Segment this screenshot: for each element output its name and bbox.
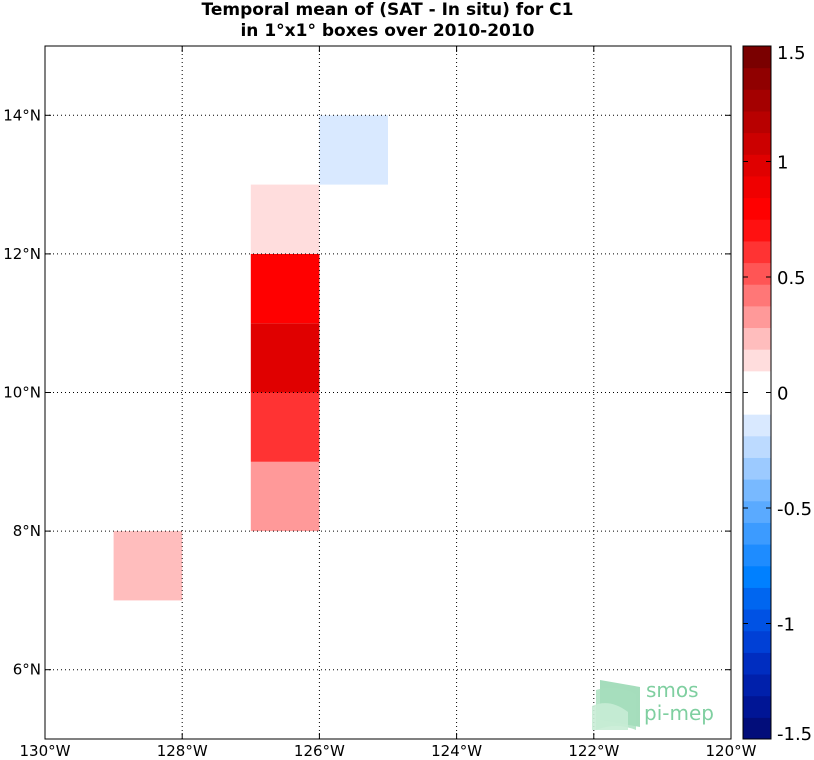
- colorbar-tick-label: 1: [777, 153, 788, 174]
- colorbar-swatch: [743, 435, 771, 458]
- colorbar-swatch: [743, 479, 771, 502]
- colorbar-swatch: [743, 197, 771, 220]
- x-tick-label: 128°W: [157, 742, 208, 760]
- heatmap-cell: [250, 184, 320, 254]
- colorbar-tick-label: -0.5: [777, 499, 812, 520]
- colorbar-swatch: [743, 414, 771, 437]
- colorbar-swatch: [743, 132, 771, 155]
- x-tick-label: 124°W: [431, 742, 482, 760]
- heatmap-cell: [250, 253, 320, 324]
- colorbar-swatch: [743, 89, 771, 112]
- colorbar-swatch: [743, 609, 771, 632]
- colorbar-swatch: [743, 630, 771, 653]
- colorbar-tick-label: -1.5: [777, 724, 812, 745]
- logo-text-smos: smos: [646, 678, 699, 702]
- colorbar-swatch: [743, 154, 771, 177]
- y-tick-label: 14°N: [3, 106, 41, 124]
- colorbar-swatch: [743, 327, 771, 350]
- colorbar-swatch: [743, 349, 771, 372]
- y-tick-label: 10°N: [3, 384, 41, 402]
- colorbar-tick-label: 0.5: [777, 268, 806, 289]
- chart-title-line-2: in 1°x1° boxes over 2010-2010: [240, 21, 535, 41]
- colorbar-swatch: [743, 67, 771, 90]
- colorbar-swatch: [743, 457, 771, 480]
- heatmap-cell: [250, 323, 320, 393]
- colorbar-swatch: [743, 565, 771, 588]
- colorbar-swatch: [743, 674, 771, 697]
- colorbar-swatch: [743, 240, 771, 264]
- x-tick-label: 122°W: [568, 742, 619, 760]
- cells-layer: [113, 115, 388, 601]
- heatmap-cell: [250, 461, 320, 532]
- smos-pi-mep-logo: smos pi-mep: [592, 678, 714, 730]
- colorbar-swatch: [743, 175, 771, 199]
- heatmap-cell: [250, 392, 320, 462]
- colorbar-swatch: [743, 544, 771, 567]
- colorbar-tick-label: 0: [777, 384, 788, 405]
- colorbar-swatch: [743, 284, 771, 307]
- chart-title-line-1: Temporal mean of (SAT - In situ) for C1: [201, 0, 574, 20]
- colorbar-swatch: [743, 219, 771, 242]
- colorbar-swatch: [743, 587, 771, 610]
- colorbar-swatch: [743, 522, 771, 545]
- heatmap-cell: [113, 531, 183, 601]
- colorbar-swatch: [743, 717, 771, 740]
- colorbar-tick-label: -1: [777, 615, 795, 636]
- colorbar-swatch: [743, 392, 771, 415]
- colorbar-swatch: [743, 262, 771, 285]
- colorbar-tick-label: 1.5: [777, 43, 806, 64]
- x-tick-label: 130°W: [20, 742, 71, 760]
- colorbar-swatch: [743, 370, 771, 393]
- colorbar-swatch: [743, 652, 771, 675]
- y-tick-label: 12°N: [3, 245, 41, 263]
- logo-waves-icon: [592, 680, 640, 730]
- colorbar-swatch: [743, 46, 771, 69]
- y-tick-label: 8°N: [13, 522, 41, 540]
- colorbar-swatch: [743, 695, 771, 718]
- logo-text-pimep: pi-mep: [644, 701, 714, 725]
- colorbar: 1.5 1 0.5 0 -0.5 -1 -1.5: [742, 43, 812, 745]
- colorbar-swatch: [743, 110, 771, 134]
- x-tick-label: 126°W: [294, 742, 345, 760]
- ticks-layer: 130°W 128°W 126°W 124°W 122°W 120°W 6°N 8°N 10°N…: [3, 46, 757, 760]
- colorbar-swatch: [743, 305, 771, 329]
- colorbar-swatch: [743, 500, 771, 523]
- x-tick-label: 120°W: [706, 742, 757, 760]
- y-tick-label: 6°N: [13, 661, 41, 679]
- heatmap-cell: [319, 115, 388, 185]
